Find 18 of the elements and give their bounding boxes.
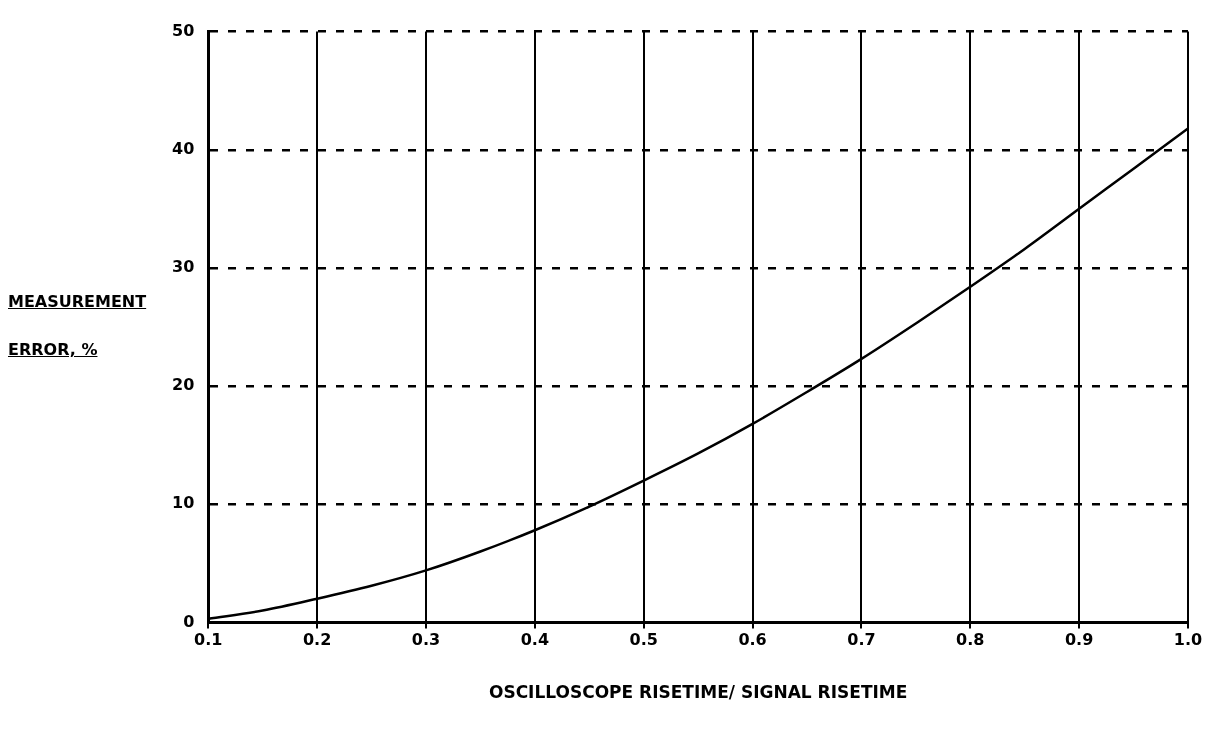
y-tick-label: 0 xyxy=(183,611,195,631)
y-tick-label: 50 xyxy=(172,20,195,40)
y-tick-label: 40 xyxy=(172,138,195,158)
x-tick-label: 0.5 xyxy=(629,630,658,650)
x-tick-label: 0.4 xyxy=(520,630,550,650)
y-tick-label: 30 xyxy=(172,257,195,277)
x-tick-label: 0.2 xyxy=(302,630,332,650)
x-tick-label: 0.7 xyxy=(847,630,876,650)
x-tick-label: 0.1 xyxy=(194,630,223,650)
x-tick-label: 0.8 xyxy=(956,630,985,650)
text: MEASUREMENT ERROR, % xyxy=(8,292,147,359)
x-tick-label: 0.6 xyxy=(738,630,767,650)
y-tick-label: 10 xyxy=(172,493,195,513)
x-tick-label: 0.9 xyxy=(1064,630,1094,650)
x-tick-label: 0.3 xyxy=(411,630,441,650)
y-tick-label: 20 xyxy=(172,375,195,395)
x-tick-label: 1.0 xyxy=(1173,630,1203,650)
x-axis-title: OSCILLOSCOPE RISETIME/ SIGNAL RISETIME xyxy=(488,682,908,703)
